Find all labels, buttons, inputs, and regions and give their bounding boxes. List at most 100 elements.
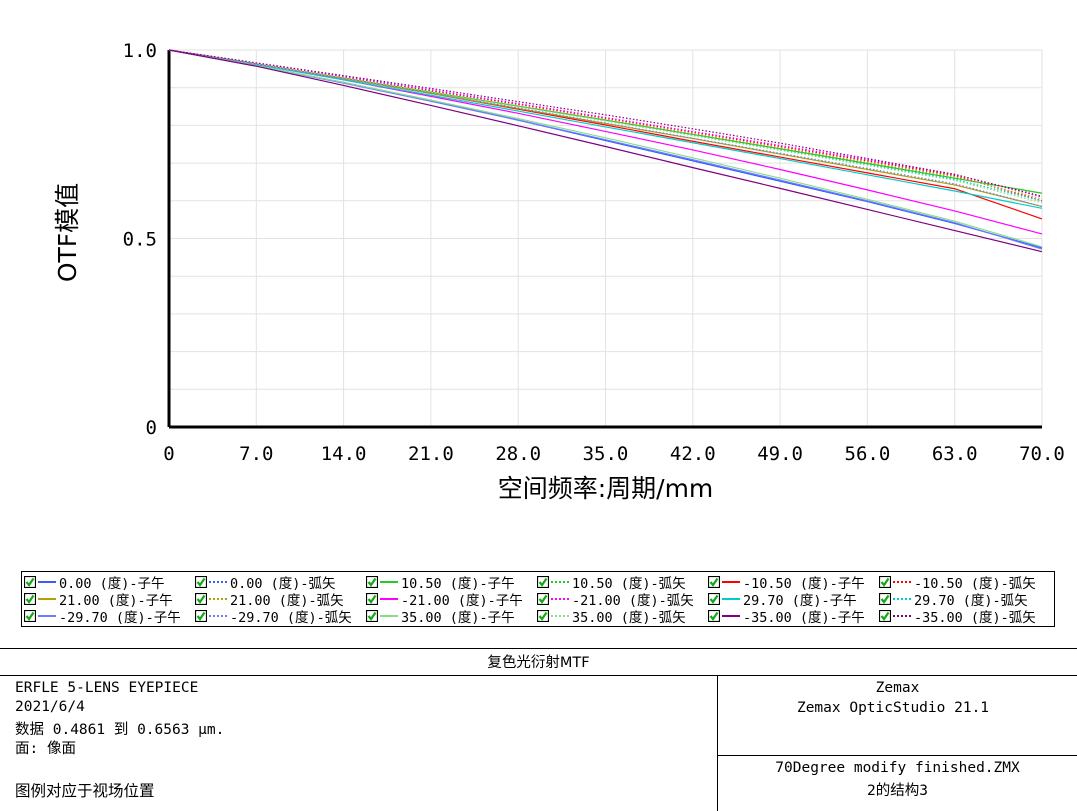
legend-item[interactable]: 21.00 (度)-子午 bbox=[24, 590, 195, 609]
legend-swatch bbox=[893, 614, 911, 617]
legend-swatch bbox=[893, 597, 911, 600]
y-tick-label: 0 bbox=[146, 417, 157, 439]
legend-label: 35.00 (度)-子午 bbox=[401, 609, 515, 626]
legend-swatch bbox=[893, 580, 911, 583]
checkbox-checked-icon[interactable] bbox=[537, 609, 549, 622]
checkbox-checked-icon[interactable] bbox=[879, 575, 891, 588]
series-line-6 bbox=[168, 49, 1043, 202]
x-tick-label: 63.0 bbox=[932, 443, 978, 465]
legend-swatch bbox=[722, 580, 740, 583]
series-line-10 bbox=[168, 49, 1043, 198]
series-line-16 bbox=[168, 49, 1043, 204]
legend-label: 21.00 (度)-弧矢 bbox=[230, 592, 344, 609]
legend-item[interactable]: -35.00 (度)-弧矢 bbox=[879, 607, 1050, 626]
x-tick-label: 42.0 bbox=[670, 443, 716, 465]
legend-swatch bbox=[38, 597, 56, 600]
x-tick-label: 21.0 bbox=[408, 443, 454, 465]
legend-note: 图例对应于视场位置 bbox=[15, 782, 155, 800]
checkbox-checked-icon[interactable] bbox=[366, 609, 378, 622]
checkbox-checked-icon[interactable] bbox=[195, 575, 207, 588]
legend-item[interactable]: 0.00 (度)-弧矢 bbox=[195, 573, 366, 592]
legend-item[interactable]: -29.70 (度)-子午 bbox=[24, 607, 195, 626]
legend-grid: 0.00 (度)-子午 0.00 (度)-弧矢 10.50 (度)-子午 10.50 … bbox=[24, 573, 1054, 626]
legend-label: 35.00 (度)-弧矢 bbox=[572, 609, 686, 626]
legend-label: 10.50 (度)-子午 bbox=[401, 575, 515, 592]
company: Zemax bbox=[875, 680, 920, 696]
x-tick-label: 49.0 bbox=[757, 443, 803, 465]
legend-swatch bbox=[380, 614, 398, 617]
legend-swatch bbox=[551, 580, 569, 583]
legend-item[interactable]: 35.00 (度)-子午 bbox=[366, 607, 537, 626]
legend-item[interactable]: 35.00 (度)-弧矢 bbox=[537, 607, 708, 626]
axes bbox=[167, 50, 1042, 429]
checkbox-checked-icon[interactable] bbox=[708, 609, 720, 622]
wavelength-range: 数据 0.4861 到 0.6563 μm. bbox=[15, 722, 225, 738]
legend-label: 10.50 (度)-弧矢 bbox=[572, 575, 686, 592]
legend-item[interactable]: 29.70 (度)-子午 bbox=[708, 590, 879, 609]
legend-label: -10.50 (度)-弧矢 bbox=[914, 575, 1036, 592]
x-tick-label: 14.0 bbox=[321, 443, 367, 465]
footer-title-divider bbox=[0, 675, 1077, 676]
surface: 面: 像面 bbox=[15, 741, 76, 757]
tick-labels: 0 7.0 14.0 21.0 28.0 35.0 42.0 49.0 56.0 63.0 70.0… bbox=[123, 40, 1065, 465]
legend-label: -35.00 (度)-弧矢 bbox=[914, 609, 1036, 626]
legend-item[interactable]: -21.00 (度)-子午 bbox=[366, 590, 537, 609]
x-tick-label: 28.0 bbox=[495, 443, 541, 465]
date: 2021/6/4 bbox=[15, 699, 85, 715]
footer-title: 复色光衍射MTF bbox=[487, 655, 590, 671]
legend-item[interactable]: 21.00 (度)-弧矢 bbox=[195, 590, 366, 609]
software-version: Zemax OpticStudio 21.1 bbox=[796, 700, 990, 716]
checkbox-checked-icon[interactable] bbox=[708, 592, 720, 605]
mtf-chart: 0 7.0 14.0 21.0 28.0 35.0 42.0 49.0 56.0 63.0 70.0… bbox=[53, 40, 1065, 503]
series-line-11 bbox=[168, 49, 1043, 209]
legend-item[interactable]: 10.50 (度)-子午 bbox=[366, 573, 537, 592]
checkbox-checked-icon[interactable] bbox=[366, 575, 378, 588]
legend-item[interactable]: -10.50 (度)-弧矢 bbox=[879, 573, 1050, 592]
x-tick-label: 7.0 bbox=[239, 443, 273, 465]
checkbox-checked-icon[interactable] bbox=[537, 575, 549, 588]
legend-label: -35.00 (度)-子午 bbox=[743, 609, 865, 626]
legend-swatch bbox=[209, 614, 227, 617]
legend-item[interactable]: 29.70 (度)-弧矢 bbox=[879, 590, 1050, 609]
legend-item[interactable]: -10.50 (度)-子午 bbox=[708, 573, 879, 592]
legend-label: -21.00 (度)-弧矢 bbox=[572, 592, 694, 609]
checkbox-checked-icon[interactable] bbox=[708, 575, 720, 588]
legend-label: 21.00 (度)-子午 bbox=[59, 592, 173, 609]
legend-swatch bbox=[722, 614, 740, 617]
x-tick-label: 35.0 bbox=[583, 443, 629, 465]
y-tick-label: 0.5 bbox=[123, 229, 157, 251]
x-tick-label: 56.0 bbox=[845, 443, 891, 465]
legend-swatch bbox=[38, 580, 56, 583]
checkbox-checked-icon[interactable] bbox=[366, 592, 378, 605]
footer-right-divider bbox=[717, 755, 1077, 756]
legend-swatch bbox=[209, 597, 227, 600]
x-tick-label: 0 bbox=[163, 443, 174, 465]
legend-item[interactable]: -35.00 (度)-子午 bbox=[708, 607, 879, 626]
legend: 0.00 (度)-子午 0.00 (度)-弧矢 10.50 (度)-子午 10.50 … bbox=[21, 571, 1055, 627]
checkbox-checked-icon[interactable] bbox=[24, 592, 36, 605]
legend-label: 29.70 (度)-弧矢 bbox=[914, 592, 1028, 609]
checkbox-checked-icon[interactable] bbox=[195, 609, 207, 622]
legend-label: 0.00 (度)-弧矢 bbox=[230, 575, 336, 592]
legend-item[interactable]: -21.00 (度)-弧矢 bbox=[537, 590, 708, 609]
legend-label: -21.00 (度)-子午 bbox=[401, 592, 523, 609]
legend-label: -10.50 (度)-子午 bbox=[743, 575, 865, 592]
checkbox-checked-icon[interactable] bbox=[537, 592, 549, 605]
checkbox-checked-icon[interactable] bbox=[24, 609, 36, 622]
legend-swatch bbox=[209, 580, 227, 583]
checkbox-checked-icon[interactable] bbox=[879, 592, 891, 605]
legend-label: -29.70 (度)-子午 bbox=[59, 609, 181, 626]
legend-item[interactable]: 10.50 (度)-弧矢 bbox=[537, 573, 708, 592]
lens-name: ERFLE 5-LENS EYEPIECE bbox=[15, 680, 199, 696]
legend-swatch bbox=[551, 614, 569, 617]
legend-item[interactable]: -29.70 (度)-弧矢 bbox=[195, 607, 366, 626]
checkbox-checked-icon[interactable] bbox=[879, 609, 891, 622]
series-lines bbox=[168, 49, 1043, 253]
legend-item[interactable]: 0.00 (度)-子午 bbox=[24, 573, 195, 592]
legend-swatch bbox=[551, 597, 569, 600]
series-line-15 bbox=[168, 49, 1043, 248]
checkbox-checked-icon[interactable] bbox=[195, 592, 207, 605]
checkbox-checked-icon[interactable] bbox=[24, 575, 36, 588]
series-line-17 bbox=[168, 49, 1043, 253]
legend-swatch bbox=[380, 580, 398, 583]
